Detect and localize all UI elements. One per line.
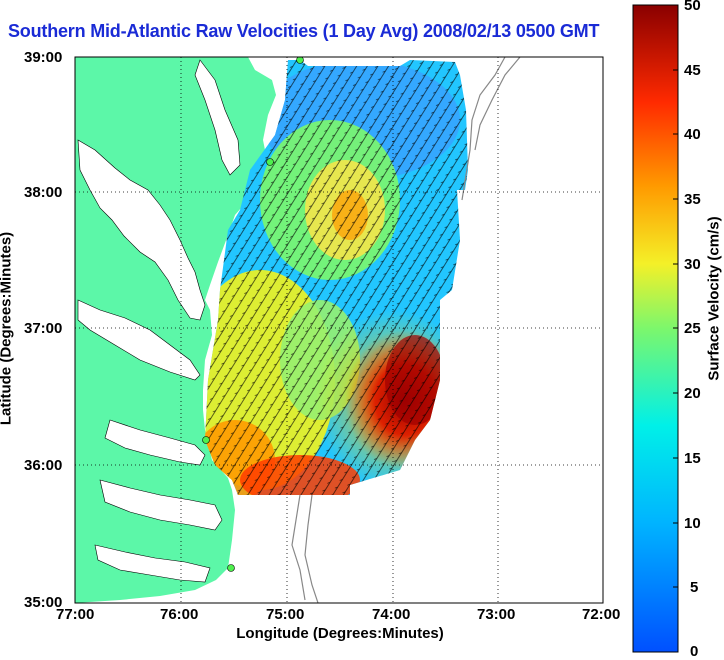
colorbar-tick: 25 [684,320,701,337]
colorbar-tick: 30 [684,256,701,273]
x-tick-label: 73:00 [477,606,516,623]
y-tick-label: 36:00 [24,457,63,474]
colorbar-tick: 0 [690,643,699,660]
colorbar-tick: 15 [684,450,701,467]
x-tick-label: 75:00 [266,606,305,623]
colorbar-tick: 50 [684,0,701,14]
y-tick-label: 38:00 [24,184,63,201]
x-tick-label: 74:00 [372,606,411,623]
y-tick-label: 39:00 [24,49,63,66]
chart-title: Southern Mid-Atlantic Raw Velocities (1 … [8,21,600,41]
colorbar-tick: 10 [684,515,701,532]
x-axis-label: Longitude (Degrees:Minutes) [236,625,444,642]
colorbar-tick: 5 [690,579,699,596]
y-tick-label: 35:00 [24,594,63,611]
x-tick-label: 77:00 [56,606,95,623]
colorbar-label: Surface Velocity (cm/s) [705,216,723,381]
colorbar [632,4,679,653]
x-tick-label: 72:00 [582,606,621,623]
plot-frame [74,56,604,604]
x-tick-label: 76:00 [160,606,199,623]
station-marker [202,436,210,444]
y-tick-label: 37:00 [24,320,63,337]
station-marker [227,564,235,572]
station-marker [266,158,274,166]
colorbar-tick: 35 [684,191,701,208]
colorbar-tick: 40 [684,126,701,143]
station-marker [296,57,304,64]
y-axis-label: Latitude (Degrees:Minutes) [0,231,15,426]
chesapeake-bay [77,139,206,321]
colorbar-tick: 45 [684,62,701,79]
colorbar-tick: 20 [684,385,701,402]
